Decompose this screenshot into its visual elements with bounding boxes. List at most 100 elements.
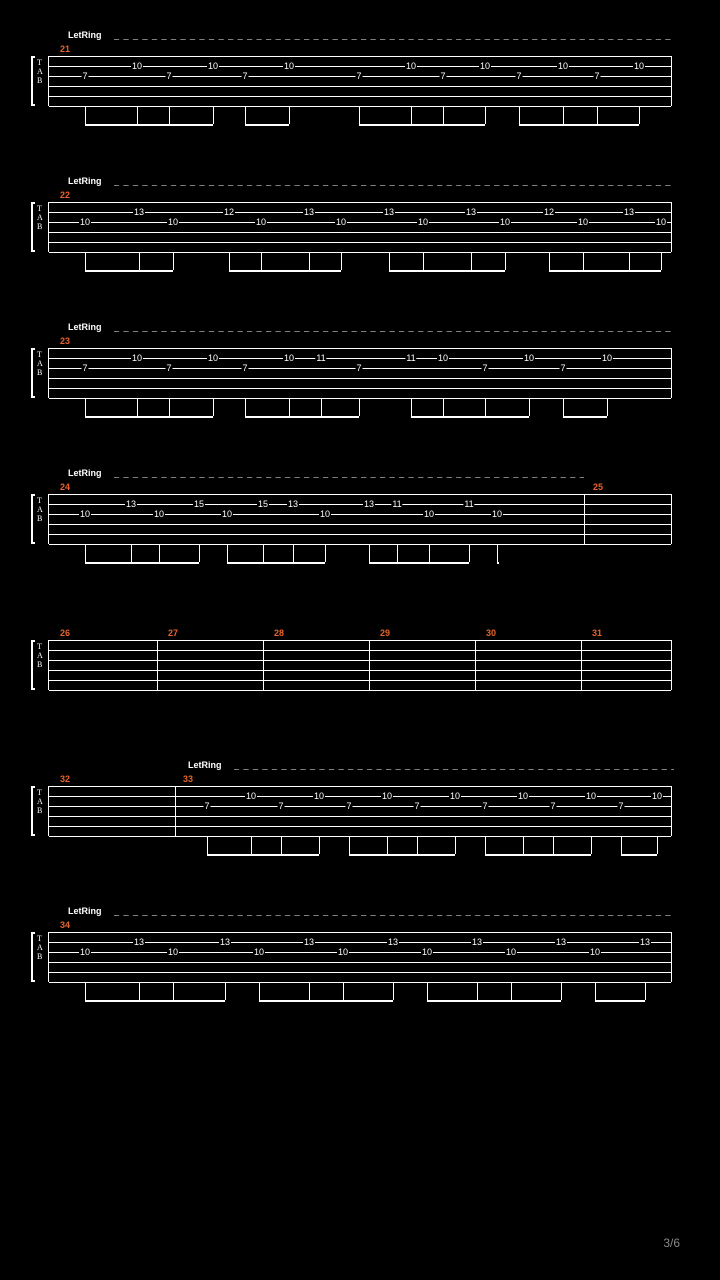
tab-note: 10 <box>79 217 91 227</box>
note-stem <box>85 252 86 270</box>
note-stem <box>621 836 622 854</box>
note-stem <box>319 836 320 854</box>
tab-note: 7 <box>165 71 172 81</box>
note-stem <box>359 106 360 124</box>
beam <box>369 562 469 564</box>
measure-number: 34 <box>60 920 70 930</box>
tab-note: 10 <box>417 217 429 227</box>
note-stem <box>213 398 214 416</box>
string-line <box>49 972 671 973</box>
note-stem <box>321 398 322 416</box>
tab-note: 10 <box>253 947 265 957</box>
beam <box>519 124 639 126</box>
beam <box>229 270 341 272</box>
note-stem <box>563 106 564 124</box>
tab-note: 10 <box>131 353 143 363</box>
tab-note: 7 <box>593 71 600 81</box>
tab-note: 10 <box>319 509 331 519</box>
note-stem <box>169 398 170 416</box>
note-stem <box>245 106 246 124</box>
tab-staff: TAB7107107101171110710710 <box>48 348 672 398</box>
tab-note: 7 <box>515 71 522 81</box>
string-line <box>49 670 671 671</box>
string-line <box>49 660 671 661</box>
tab-note: 10 <box>423 509 435 519</box>
tab-note: 11 <box>315 353 326 363</box>
note-stem <box>173 252 174 270</box>
measure-number: 32 <box>60 774 70 784</box>
note-stem <box>349 836 350 854</box>
note-stem <box>397 544 398 562</box>
tab-note: 10 <box>381 791 393 801</box>
tab-note: 13 <box>555 937 567 947</box>
letring-label: LetRing <box>68 322 102 332</box>
tab-note: 10 <box>167 947 179 957</box>
note-stem <box>213 106 214 124</box>
note-stem <box>309 252 310 270</box>
note-stem <box>369 544 370 562</box>
system-bracket <box>31 494 35 544</box>
note-stem <box>417 836 418 854</box>
tab-note: 7 <box>81 71 88 81</box>
note-stem <box>423 252 424 270</box>
tab-note: 12 <box>543 207 555 217</box>
string-line <box>49 378 671 379</box>
tab-staff: TAB101310121013101310131012101310 <box>48 202 672 252</box>
string-line <box>49 690 671 691</box>
note-stem <box>173 982 174 1000</box>
tab-note: 15 <box>193 499 205 509</box>
tab-note: 7 <box>203 801 210 811</box>
note-stem <box>245 398 246 416</box>
string-line <box>49 86 671 87</box>
letring-label: LetRing <box>68 906 102 916</box>
string-line <box>49 786 671 787</box>
tab-note: 10 <box>499 217 511 227</box>
string-line <box>49 96 671 97</box>
beam <box>497 562 499 564</box>
note-stem <box>131 544 132 562</box>
tab-clef: TAB <box>37 934 43 961</box>
letring-label: LetRing <box>68 30 102 40</box>
beam <box>595 1000 645 1002</box>
tab-note: 7 <box>481 363 488 373</box>
system-bracket <box>31 786 35 836</box>
letring-line: _ _ _ _ _ _ _ _ _ _ _ _ _ _ _ _ _ _ _ _ … <box>114 30 674 40</box>
letring-line: _ _ _ _ _ _ _ _ _ _ _ _ _ _ _ _ _ _ _ _ … <box>114 322 674 332</box>
tab-note: 10 <box>651 791 663 801</box>
note-stem <box>289 106 290 124</box>
tab-note: 10 <box>335 217 347 227</box>
tab-note: 7 <box>549 801 556 811</box>
tab-clef: TAB <box>37 58 43 85</box>
beam <box>427 1000 561 1002</box>
beam <box>349 854 455 856</box>
tab-note: 11 <box>405 353 416 363</box>
note-stem <box>137 106 138 124</box>
letring-line: _ _ _ _ _ _ _ _ _ _ _ _ _ _ _ _ _ _ _ _ … <box>114 906 674 916</box>
letring-line: _ _ _ _ _ _ _ _ _ _ _ _ _ _ _ _ _ _ _ _ … <box>234 760 674 770</box>
note-stem <box>359 398 360 416</box>
barline <box>175 786 176 836</box>
note-stem <box>411 106 412 124</box>
note-stem <box>519 106 520 124</box>
tab-note: 10 <box>479 61 491 71</box>
tab-system: LetRing_ _ _ _ _ _ _ _ _ _ _ _ _ _ _ _ _… <box>48 924 672 1024</box>
tab-note: 10 <box>517 791 529 801</box>
string-line <box>49 242 671 243</box>
barline <box>581 640 582 690</box>
note-stem <box>427 982 428 1000</box>
tab-note: 10 <box>207 353 219 363</box>
string-line <box>49 680 671 681</box>
tab-staff: TAB710710710710710710710 <box>48 56 672 106</box>
tab-note: 11 <box>391 499 402 509</box>
tab-note: 13 <box>623 207 635 217</box>
note-stem <box>497 544 498 562</box>
beam <box>485 854 591 856</box>
string-line <box>49 504 671 505</box>
note-stem <box>443 398 444 416</box>
measure-number: 23 <box>60 336 70 346</box>
beam <box>85 124 213 126</box>
string-line <box>49 534 671 535</box>
tab-note: 10 <box>337 947 349 957</box>
letring-label: LetRing <box>188 760 222 770</box>
tab-note: 10 <box>421 947 433 957</box>
